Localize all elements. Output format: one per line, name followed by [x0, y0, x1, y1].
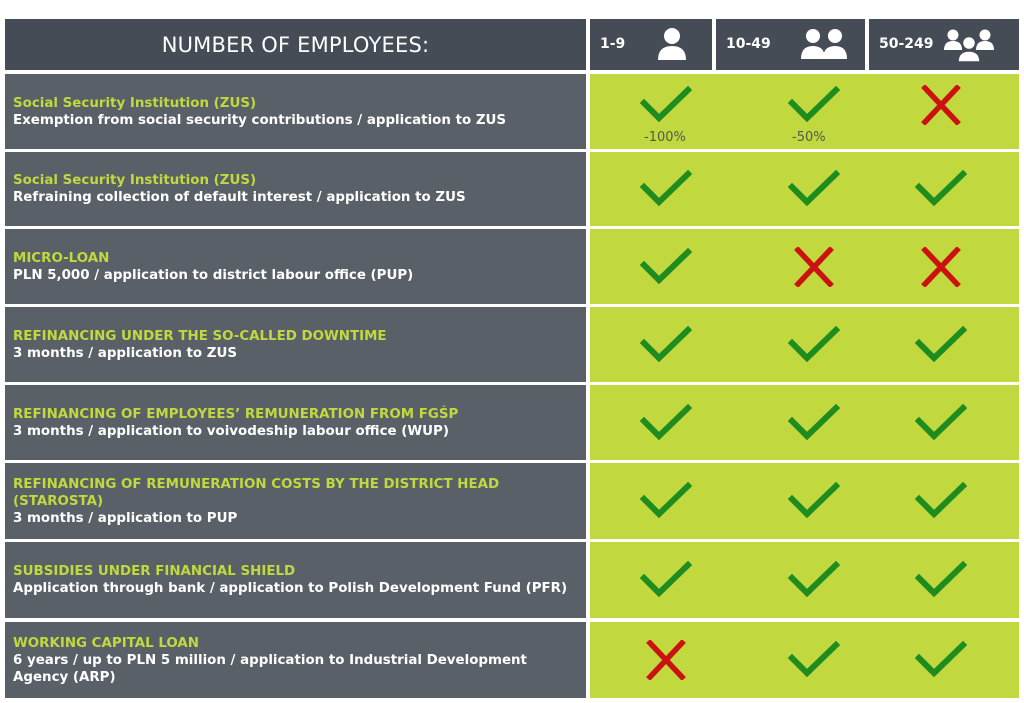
row-title: WORKING CAPITAL LOAN	[13, 635, 199, 651]
check-icon	[788, 85, 840, 122]
row-title: REFINANCING OF REMUNERATION COSTS BY THE…	[13, 476, 500, 509]
row-label: REFINANCING OF REMUNERATION COSTS BY THE…	[5, 463, 586, 539]
check-icon	[788, 403, 840, 440]
row-label-text: REFINANCING OF EMPLOYEES’ REMUNERATION F…	[13, 406, 578, 440]
check-icon	[640, 85, 692, 122]
row-label: REFINANCING OF EMPLOYEES’ REMUNERATION F…	[5, 385, 586, 460]
check-icon	[640, 481, 692, 519]
row-description: Refraining collection of default interes…	[13, 190, 466, 205]
check-icon	[788, 560, 840, 598]
row-marks: -100% -50%	[590, 74, 1019, 149]
row-label-text: Social Security Institution (ZUS) Refrain…	[13, 172, 578, 206]
discount-note: -50%	[792, 130, 826, 145]
row-marks	[590, 385, 1019, 460]
row-label-text: MICRO-LOAN PLN 5,000 / application to dis…	[13, 250, 578, 284]
row-title: Social Security Institution (ZUS)	[13, 95, 257, 111]
row-label-text: REFINANCING OF REMUNERATION COSTS BY THE…	[13, 476, 578, 527]
cross-icon	[921, 246, 961, 287]
cross-icon	[646, 640, 686, 680]
check-icon	[640, 169, 692, 207]
row-label: SUBSIDIES UNDER FINANCIAL SHIELD Applicat…	[5, 542, 586, 618]
row-label: Social Security Institution (ZUS) Exempti…	[5, 74, 586, 149]
row-description: 3 months / application to PUP	[13, 510, 238, 526]
column-label: 1-9	[600, 36, 626, 52]
row-label-text: Social Security Institution (ZUS) Exempti…	[13, 95, 578, 129]
check-icon	[915, 403, 967, 440]
column-label: 10-49	[726, 36, 771, 52]
row-description: 3 months / application to ZUS	[13, 345, 238, 361]
row-marks	[590, 542, 1019, 618]
row-title: MICRO-LOAN	[13, 250, 110, 266]
column-label: 50-249	[879, 36, 934, 52]
person-icon	[658, 28, 686, 60]
header-title-text: NUMBER OF EMPLOYEES:	[161, 32, 430, 57]
check-icon	[640, 403, 692, 440]
column-header-1-9: 1-9	[590, 19, 712, 70]
row-description: PLN 5,000 / application to district labo…	[13, 267, 414, 283]
row-label-text: SUBSIDIES UNDER FINANCIAL SHIELD Applicat…	[13, 563, 578, 597]
column-header-50-249: 50-249	[869, 19, 1019, 70]
row-label-text: REFINANCING UNDER THE SO-CALLED DOWNTIME…	[13, 328, 578, 362]
row-description: 3 months / application to voivodeship la…	[13, 423, 449, 439]
row-label: MICRO-LOAN PLN 5,000 / application to dis…	[5, 229, 586, 304]
row-description: Application through bank / application t…	[13, 581, 568, 596]
check-icon	[640, 560, 692, 598]
header-title: NUMBER OF EMPLOYEES:	[5, 19, 586, 70]
row-title: REFINANCING OF EMPLOYEES’ REMUNERATION F…	[13, 406, 459, 422]
check-icon	[915, 325, 967, 362]
check-icon	[640, 325, 692, 362]
row-description: 6 years / up to PLN 5 million / applicat…	[13, 652, 527, 685]
check-icon	[788, 169, 840, 207]
two-people-icon	[801, 29, 847, 59]
row-title: Social Security Institution (ZUS)	[13, 173, 257, 188]
row-description: Exemption from social security contribut…	[13, 112, 507, 128]
discount-note: -100%	[644, 130, 686, 145]
column-header-10-49: 10-49	[716, 19, 865, 70]
cross-icon	[921, 84, 961, 125]
group-icon	[944, 29, 994, 63]
check-icon	[640, 247, 692, 284]
row-marks	[590, 307, 1019, 382]
row-marks	[590, 152, 1019, 226]
row-marks	[590, 229, 1019, 304]
check-icon	[915, 560, 967, 598]
row-label: Social Security Institution (ZUS) Refrain…	[5, 152, 586, 226]
row-marks	[590, 463, 1019, 539]
check-icon	[788, 481, 840, 519]
check-icon	[915, 640, 967, 678]
row-label-text: WORKING CAPITAL LOAN 6 years / up to PLN …	[13, 635, 578, 686]
row-label: WORKING CAPITAL LOAN 6 years / up to PLN …	[5, 622, 586, 698]
row-label: REFINANCING UNDER THE SO-CALLED DOWNTIME…	[5, 307, 586, 382]
row-marks	[590, 622, 1019, 698]
check-icon	[788, 325, 840, 362]
row-title: REFINANCING UNDER THE SO-CALLED DOWNTIME	[13, 328, 387, 344]
check-icon	[915, 169, 967, 207]
row-title: SUBSIDIES UNDER FINANCIAL SHIELD	[13, 564, 296, 579]
check-icon	[915, 481, 967, 519]
cross-icon	[794, 246, 834, 287]
check-icon	[788, 640, 840, 678]
